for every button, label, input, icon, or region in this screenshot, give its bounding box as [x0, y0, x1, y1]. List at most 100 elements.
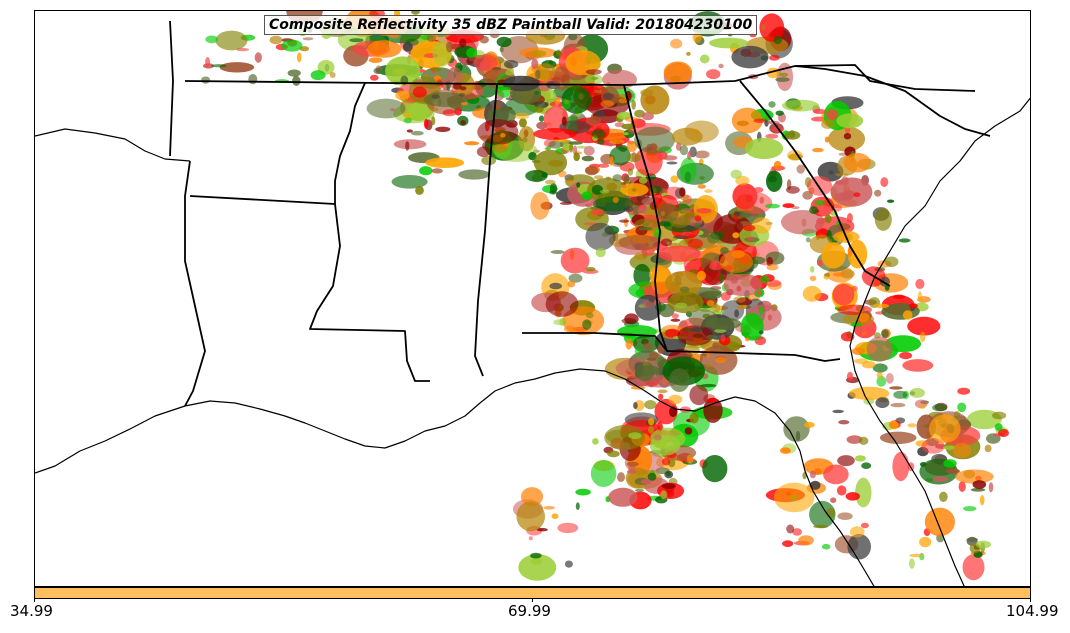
reflectivity-blob	[792, 528, 802, 536]
reflectivity-blob	[633, 402, 638, 409]
reflectivity-blob	[890, 402, 906, 408]
reflectivity-blob	[841, 176, 849, 186]
reflectivity-blob	[802, 190, 813, 200]
reflectivity-blob	[779, 72, 789, 77]
reflectivity-blob	[670, 38, 683, 49]
map-svg	[35, 11, 1030, 586]
reflectivity-blob	[254, 52, 262, 63]
reflectivity-blob	[458, 169, 490, 180]
reflectivity-blob	[565, 50, 601, 76]
reflectivity-blob	[824, 272, 831, 277]
reflectivity-blob	[688, 309, 718, 328]
reflectivity-blob	[694, 215, 702, 222]
reflectivity-blob	[881, 329, 889, 338]
reflectivity-blob	[582, 319, 592, 330]
reflectivity-blob	[746, 236, 755, 241]
reflectivity-blob	[966, 537, 978, 542]
reflectivity-blob	[631, 188, 637, 192]
reflectivity-blob	[939, 491, 948, 502]
reflectivity-blob	[837, 512, 853, 520]
reflectivity-blob	[644, 400, 657, 410]
reflectivity-blob	[836, 113, 864, 129]
reflectivity-blob	[292, 75, 301, 86]
reflectivity-blob	[783, 416, 810, 442]
reflectivity-blob	[576, 182, 581, 188]
reflectivity-blob	[549, 282, 562, 290]
reflectivity-blob	[734, 309, 739, 318]
reflectivity-blob	[626, 141, 638, 152]
reflectivity-blob	[846, 435, 863, 444]
reflectivity-blob	[972, 480, 987, 489]
reflectivity-blob	[585, 312, 594, 319]
reflectivity-blob	[466, 47, 478, 58]
reflectivity-blob	[843, 152, 871, 173]
reflectivity-blob	[840, 269, 855, 279]
reflectivity-blob	[861, 462, 872, 470]
reflectivity-blob	[549, 101, 565, 107]
reflectivity-blob	[909, 388, 925, 398]
reflectivity-blob	[812, 108, 826, 115]
reflectivity-blob	[879, 431, 917, 444]
reflectivity-blob	[784, 130, 801, 140]
reflectivity-blob	[366, 98, 406, 119]
reflectivity-blob	[736, 192, 773, 215]
reflectivity-blob	[528, 152, 537, 161]
reflectivity-blob	[874, 189, 882, 197]
reflectivity-blob	[287, 69, 301, 77]
reflectivity-blob	[591, 129, 607, 139]
reflectivity-blob	[768, 54, 780, 61]
reflectivity-blob	[697, 184, 706, 189]
reflectivity-blob	[861, 331, 867, 336]
reflectivity-blob	[680, 286, 690, 293]
reflectivity-blob	[550, 250, 565, 254]
reflectivity-blob	[528, 536, 533, 541]
reflectivity-blob	[720, 292, 731, 301]
reflectivity-blob	[953, 411, 961, 419]
reflectivity-blob	[658, 393, 664, 400]
reflectivity-blob	[201, 76, 211, 84]
reflectivity-blob	[857, 312, 870, 322]
reflectivity-blob	[621, 123, 636, 130]
reflectivity-blob	[962, 554, 985, 581]
reflectivity-blob	[368, 57, 383, 63]
reflectivity-blob	[657, 203, 679, 223]
reflectivity-blob	[248, 74, 258, 85]
reflectivity-blob	[406, 129, 413, 133]
reflectivity-blob	[828, 170, 834, 175]
reflectivity-blob	[548, 140, 563, 149]
reflectivity-blob	[302, 37, 314, 41]
reflectivity-blob	[809, 470, 817, 479]
reflectivity-blob	[706, 353, 711, 358]
reflectivity-blob	[798, 535, 814, 546]
texas-louisiana-border	[184, 160, 206, 407]
reflectivity-blob	[663, 61, 693, 84]
reflectivity-blob	[446, 41, 454, 53]
reflectivity-blob	[635, 289, 647, 298]
reflectivity-blob	[533, 128, 577, 140]
reflectivity-blob	[479, 35, 490, 44]
reflectivity-blob	[612, 174, 623, 182]
reflectivity-blob	[998, 429, 1009, 437]
arkansas-louisiana-border	[189, 195, 336, 205]
reflectivity-blob	[568, 273, 583, 283]
colorbar-tick-mid	[532, 599, 533, 602]
reflectivity-blob	[694, 150, 710, 159]
reflectivity-blob	[666, 471, 671, 477]
reflectivity-blob	[597, 138, 605, 145]
reflectivity-blob	[876, 375, 887, 387]
reflectivity-blob	[385, 56, 421, 86]
reflectivity-blob	[626, 461, 639, 467]
reflectivity-blob	[205, 35, 218, 44]
south-carolina-north-carolina-border	[794, 65, 991, 137]
reflectivity-blob	[578, 93, 584, 100]
reflectivity-blob	[634, 126, 675, 154]
reflectivity-blob	[525, 170, 548, 182]
reflectivity-blob	[731, 107, 763, 134]
reflectivity-blob	[854, 455, 866, 462]
reflectivity-blob	[389, 108, 396, 112]
reflectivity-blob	[697, 270, 706, 281]
reflectivity-blob	[884, 335, 922, 353]
reflectivity-blob	[744, 137, 784, 160]
reflectivity-blob	[625, 339, 633, 350]
reflectivity-paintball-layer	[201, 11, 1009, 581]
